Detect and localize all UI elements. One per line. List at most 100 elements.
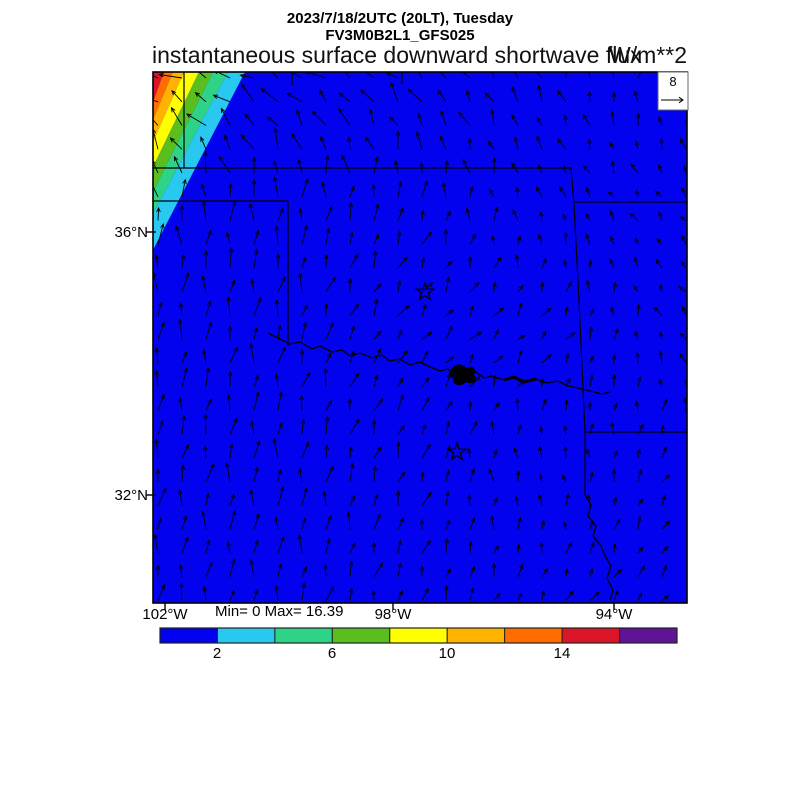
wind-arrow bbox=[421, 443, 431, 459]
wind-arrow bbox=[609, 258, 615, 269]
wind-arrow bbox=[296, 108, 303, 126]
wind-arrow bbox=[203, 150, 208, 174]
wind-arrow bbox=[388, 115, 399, 126]
wind-arrow bbox=[277, 421, 283, 435]
wind-arrow bbox=[490, 514, 495, 530]
wind-arrow bbox=[469, 420, 478, 435]
wind-arrow bbox=[634, 140, 640, 150]
wind-arrow bbox=[349, 303, 360, 316]
minmax-annotation: Min= 0 Max= 16.39 bbox=[215, 603, 344, 620]
wind-arrow bbox=[181, 272, 190, 292]
wind-arrow bbox=[681, 234, 687, 245]
wind-arrow bbox=[244, 113, 255, 126]
wind-arrow bbox=[341, 154, 351, 174]
lake-shape bbox=[448, 364, 476, 386]
wind-arrow bbox=[373, 513, 381, 530]
wind-arrow bbox=[469, 331, 483, 340]
wind-arrow bbox=[635, 189, 640, 197]
wind-arrow bbox=[178, 396, 183, 411]
wind-arrow bbox=[540, 378, 545, 387]
wind-arrow bbox=[564, 306, 569, 316]
wind-arrow bbox=[277, 276, 286, 292]
wind-arrow bbox=[205, 366, 211, 387]
wind-arrow bbox=[360, 89, 375, 103]
wind-arrow bbox=[203, 413, 208, 435]
wind-arrow bbox=[179, 582, 184, 601]
wind-arrow bbox=[397, 230, 402, 245]
wind-arrow bbox=[419, 565, 425, 577]
wind-arrow bbox=[445, 445, 451, 459]
wind-arrow bbox=[203, 444, 208, 459]
wind-arrow bbox=[636, 112, 641, 126]
wind-arrow bbox=[679, 138, 687, 150]
wind-arrow bbox=[349, 253, 359, 269]
wind-arrow bbox=[654, 190, 663, 198]
wind-arrow bbox=[325, 276, 336, 293]
wind-arrow bbox=[325, 352, 332, 364]
wind-arrow bbox=[557, 89, 567, 103]
wind-arrow bbox=[565, 332, 576, 340]
wind-arrow bbox=[629, 212, 639, 221]
wind-arrow bbox=[493, 355, 504, 364]
wind-arrow bbox=[610, 160, 616, 174]
wind-arrow bbox=[201, 200, 207, 221]
wind-arrow bbox=[679, 332, 687, 340]
wind-arrow bbox=[251, 179, 257, 197]
wind-arrow bbox=[158, 72, 183, 79]
wind-arrow bbox=[323, 367, 328, 387]
city-star-marker bbox=[414, 281, 436, 301]
wind-arrow bbox=[492, 281, 497, 292]
wind-arrow bbox=[419, 161, 424, 174]
wind-arrow bbox=[517, 592, 522, 601]
wind-arrow bbox=[634, 400, 640, 411]
wind-arrow bbox=[490, 108, 495, 126]
wind-arrow bbox=[157, 301, 163, 316]
wind-arrow bbox=[325, 537, 331, 554]
wind-arrow bbox=[419, 518, 425, 530]
wind-arrow bbox=[444, 537, 450, 554]
wind-arrow bbox=[373, 283, 382, 293]
rivers bbox=[267, 332, 614, 601]
wind-arrow bbox=[565, 72, 567, 79]
wind-arrow bbox=[613, 327, 619, 340]
wind-arrow bbox=[301, 304, 308, 316]
wind-arrow bbox=[397, 329, 403, 340]
wind-arrow bbox=[538, 473, 544, 482]
wind-arrow bbox=[607, 191, 615, 198]
wind-arrow bbox=[371, 183, 376, 197]
wind-arrow bbox=[637, 468, 643, 482]
wind-arrow bbox=[445, 260, 453, 269]
wind-arrow bbox=[253, 513, 260, 530]
wind-arrow bbox=[536, 116, 543, 126]
wind-arrow bbox=[200, 136, 207, 150]
wind-arrow bbox=[680, 260, 687, 269]
wind-arrow bbox=[325, 465, 334, 482]
wind-arrow bbox=[397, 539, 402, 554]
wind-arrow bbox=[154, 347, 160, 364]
wind-arrow bbox=[562, 164, 567, 174]
wind-arrow bbox=[487, 140, 495, 150]
datetime-line: 2023/7/18/2UTC (20LT), Tuesday bbox=[286, 10, 514, 27]
wind-arrow bbox=[371, 541, 377, 554]
wind-arrow bbox=[612, 72, 615, 79]
wind-arrow bbox=[157, 223, 165, 245]
wind-arrow bbox=[517, 334, 526, 340]
wind-arrow bbox=[469, 467, 475, 482]
colorbar-tick-label: 10 bbox=[438, 645, 456, 662]
wind-arrow bbox=[445, 568, 451, 578]
wind-arrow bbox=[564, 399, 569, 411]
wind-arrow bbox=[493, 592, 501, 601]
wind-arrow bbox=[229, 589, 235, 601]
wind-arrow bbox=[298, 272, 303, 292]
wind-arrow bbox=[588, 326, 594, 340]
wind-arrow bbox=[516, 543, 521, 554]
wind-arrow bbox=[248, 203, 255, 221]
wind-arrow bbox=[514, 254, 520, 269]
wind-arrow bbox=[609, 210, 615, 221]
wind-arrow bbox=[240, 83, 255, 103]
wind-arrow bbox=[658, 116, 663, 126]
wind-arrow bbox=[347, 398, 353, 411]
wind-arrow bbox=[249, 559, 255, 577]
wind-arrow bbox=[661, 446, 667, 459]
wind-arrow bbox=[661, 494, 666, 506]
